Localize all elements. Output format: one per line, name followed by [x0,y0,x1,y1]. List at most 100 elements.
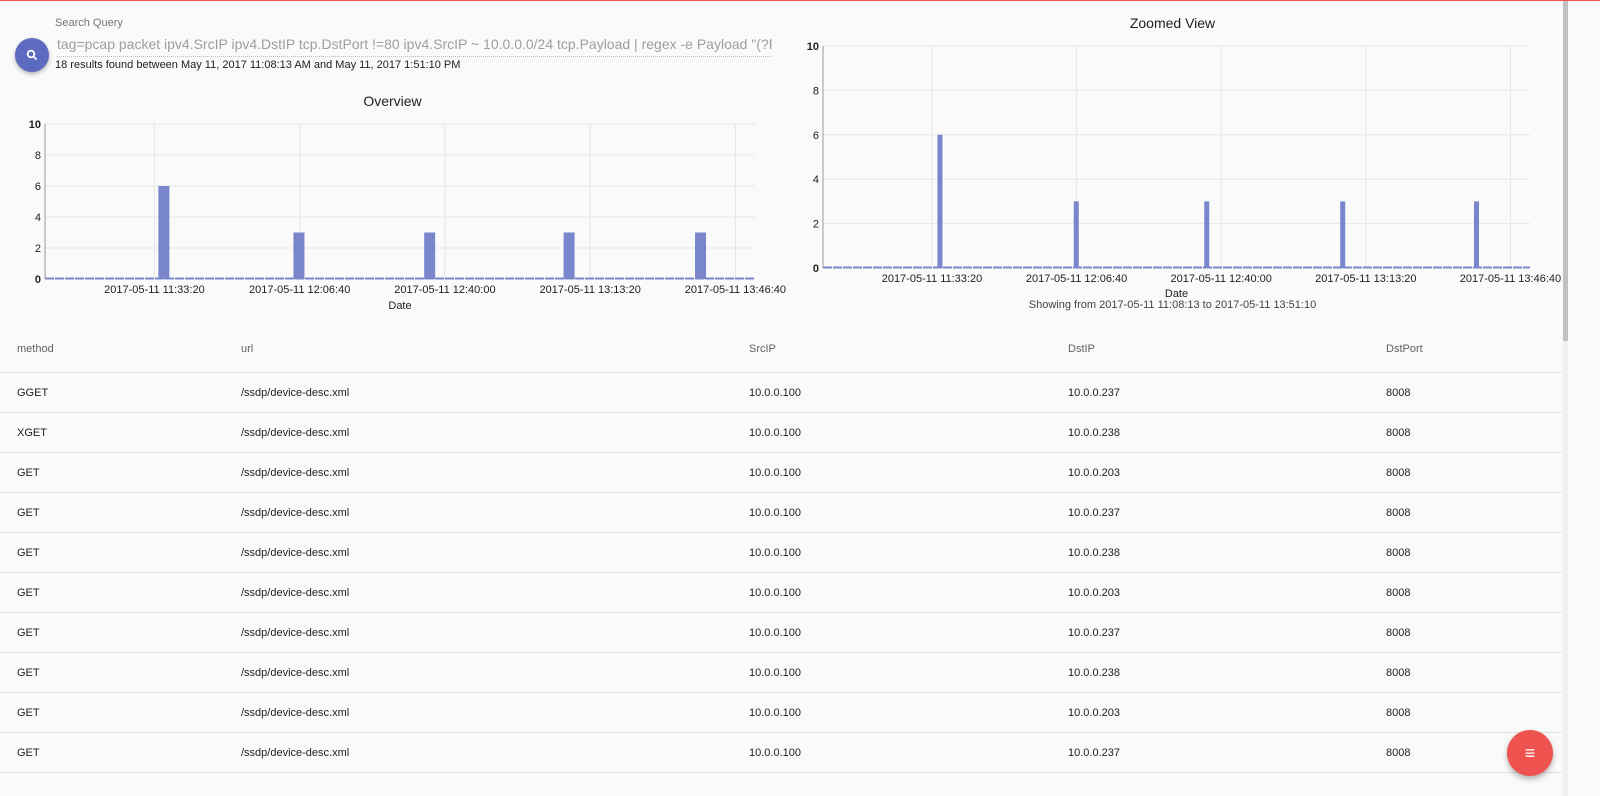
cell-srcip: 10.0.0.100 [749,626,801,639]
bar [563,232,575,279]
search-button[interactable] [15,38,49,72]
y-tick-label: 10 [29,119,41,131]
zoomed-chart[interactable]: 0 2 4 6 8 10 2017-05-11 11:33:20 2017-05-11 12:… [785,1,1563,321]
zoomed-title: Zoomed View [1129,15,1216,31]
search-query-label: Search Query [55,17,123,29]
menu-icon: ≡ [1524,742,1536,763]
cell-dstport: 8008 [1386,546,1411,559]
table-row[interactable]: GET/ssdp/device-desc.xml 10.0.0.100 10.0.0… [0,733,1562,773]
bar [1473,201,1479,268]
cell-dstport: 8008 [1386,706,1411,719]
overview-title: Overview [363,93,422,109]
cell-url: /ssdp/device-desc.xml [241,666,350,679]
x-axis-label: Date [1165,288,1188,300]
cell-dstip: 10.0.0.203 [1068,706,1120,719]
column-header-srcip[interactable]: SrcIP [749,343,776,355]
y-tick-label: 6 [813,130,819,142]
cell-method: GET [17,706,40,719]
x-axis-label: Date [388,300,411,312]
cell-url: /ssdp/device-desc.xml [241,386,350,399]
column-header-url[interactable]: url [241,343,254,355]
x-tick-label: 2017-05-11 13:13:20 [1315,273,1416,285]
cell-dstip: 10.0.0.203 [1068,466,1120,479]
cell-method: GET [17,506,40,519]
search-icon [26,49,38,61]
x-tick-label: 2017-05-11 13:46:40 [1460,273,1561,285]
table-header: method url SrcIP DstIP DstPort [0,326,1562,373]
x-tick-label: 2017-05-11 11:33:20 [104,284,205,296]
results-table: method url SrcIP DstIP DstPort GGET/ssdp… [0,326,1562,773]
cell-url: /ssdp/device-desc.xml [241,546,350,559]
y-tick-label: 2 [813,219,819,231]
table-row[interactable]: GET/ssdp/device-desc.xml 10.0.0.100 10.0.0… [0,533,1562,573]
bar [695,232,707,279]
x-tick-label: 2017-05-11 13:46:40 [685,284,786,296]
column-header-method[interactable]: method [17,343,54,355]
scrollbar-thumb[interactable] [1563,1,1568,341]
cell-dstip: 10.0.0.237 [1068,386,1120,399]
bar [424,232,436,279]
cell-dstip: 10.0.0.237 [1068,506,1120,519]
cell-srcip: 10.0.0.100 [749,546,801,559]
cell-dstip: 10.0.0.238 [1068,546,1120,559]
table-row[interactable]: GET/ssdp/device-desc.xml 10.0.0.100 10.0.0… [0,493,1562,533]
cell-method: GET [17,626,40,639]
cell-url: /ssdp/device-desc.xml [241,466,350,479]
cell-dstip: 10.0.0.203 [1068,586,1120,599]
cell-method: XGET [17,426,47,439]
y-tick-label: 2 [35,243,41,255]
cell-dstip: 10.0.0.237 [1068,746,1120,759]
menu-fab-button[interactable]: ≡ [1507,730,1553,776]
search-input[interactable] [57,34,772,57]
cell-srcip: 10.0.0.100 [749,706,801,719]
cell-url: /ssdp/device-desc.xml [241,626,350,639]
y-tick-label: 4 [35,212,41,224]
results-summary: 18 results found between May 11, 2017 11… [55,59,461,71]
cell-dstip: 10.0.0.238 [1068,426,1120,439]
cell-srcip: 10.0.0.100 [749,666,801,679]
cell-dstport: 8008 [1386,506,1411,519]
x-tick-label: 2017-05-11 11:33:20 [882,273,983,285]
table-row[interactable]: GGET/ssdp/device-desc.xml 10.0.0.100 10.0.… [0,373,1562,413]
cell-srcip: 10.0.0.100 [749,466,801,479]
cell-url: /ssdp/device-desc.xml [241,746,350,759]
cell-url: /ssdp/device-desc.xml [241,426,350,439]
y-tick-label: 8 [813,85,819,97]
column-header-dstip[interactable]: DstIP [1068,343,1095,355]
cell-method: GET [17,666,40,679]
cell-dstport: 8008 [1386,626,1411,639]
overview-chart[interactable]: 0 2 4 6 8 10 2017-05-11 11:33:20 2017-05-11 12:… [0,1,790,321]
scrollbar[interactable] [1563,1,1568,796]
x-tick-label: 2017-05-11 12:06:40 [249,284,350,296]
y-tick-label: 4 [813,174,819,186]
table-row[interactable]: GET/ssdp/device-desc.xml 10.0.0.100 10.0.0… [0,653,1562,693]
bar [937,134,943,268]
cell-method: GET [17,586,40,599]
cell-dstport: 8008 [1386,466,1411,479]
cell-method: GET [17,546,40,559]
x-tick-label: 2017-05-11 12:40:00 [1171,273,1272,285]
table-row[interactable]: GET/ssdp/device-desc.xml 10.0.0.100 10.0.0… [0,573,1562,613]
cell-dstport: 8008 [1386,426,1411,439]
cell-dstport: 8008 [1386,746,1411,759]
y-tick-label: 0 [813,263,819,275]
y-tick-label: 0 [35,274,41,286]
cell-url: /ssdp/device-desc.xml [241,706,350,719]
x-tick-label: 2017-05-11 12:06:40 [1026,273,1127,285]
bar [1073,201,1079,268]
bar [293,232,305,279]
bar [158,186,170,279]
cell-dstport: 8008 [1386,586,1411,599]
x-tick-label: 2017-05-11 13:13:20 [539,284,640,296]
column-header-dstport[interactable]: DstPort [1386,343,1423,355]
cell-srcip: 10.0.0.100 [749,746,801,759]
cell-method: GET [17,466,40,479]
table-row[interactable]: GET/ssdp/device-desc.xml 10.0.0.100 10.0.0… [0,693,1562,733]
table-row[interactable]: GET/ssdp/device-desc.xml 10.0.0.100 10.0.0… [0,453,1562,493]
bar [1204,201,1210,268]
zoomed-range-text: Showing from 2017-05-11 11:08:13 to 2017… [1028,299,1317,311]
table-row[interactable]: GET/ssdp/device-desc.xml 10.0.0.100 10.0.0… [0,613,1562,653]
bar [1340,201,1346,268]
cell-dstport: 8008 [1386,666,1411,679]
table-row[interactable]: XGET/ssdp/device-desc.xml 10.0.0.100 10.0.… [0,413,1562,453]
